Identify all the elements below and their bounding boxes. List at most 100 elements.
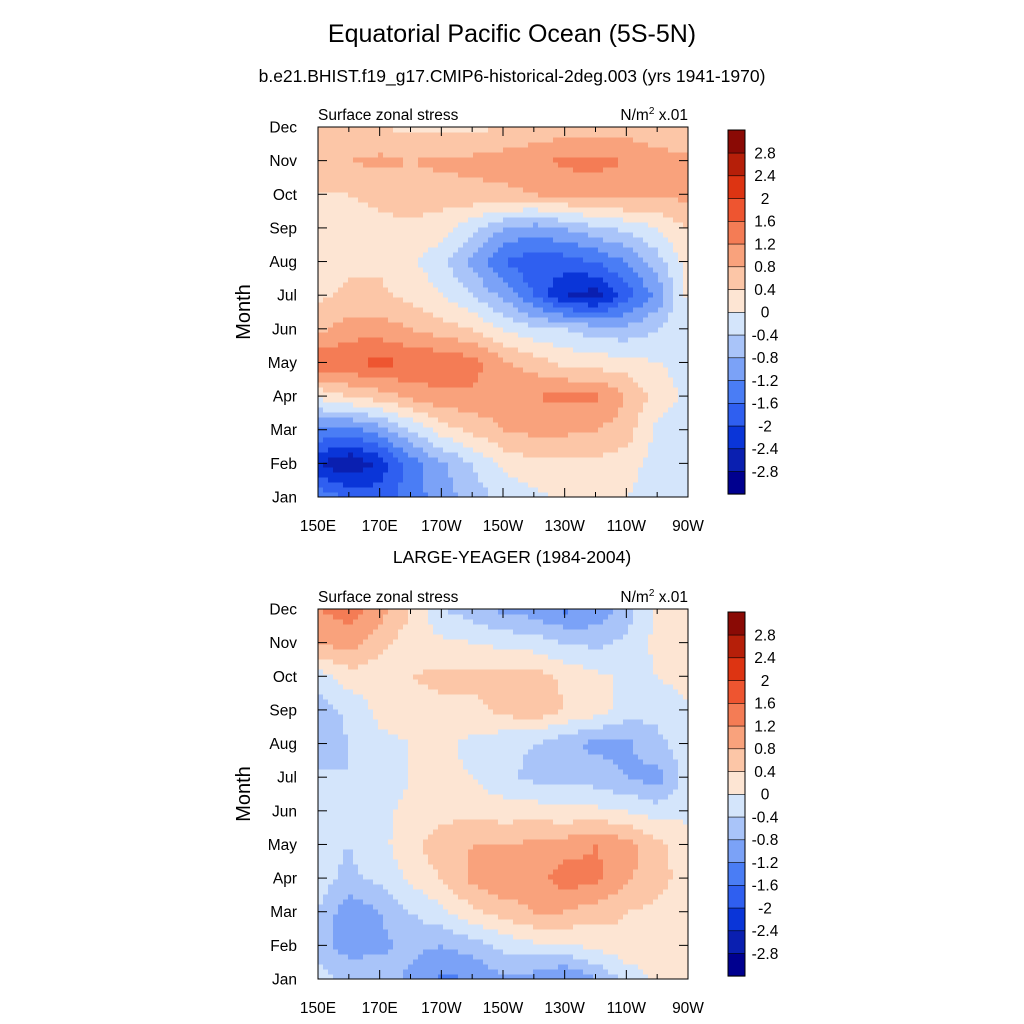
contour-cell <box>373 247 379 253</box>
contour-cell <box>438 132 444 138</box>
contour-cell <box>543 397 549 403</box>
contour-cell <box>383 377 389 383</box>
contour-cell <box>448 177 454 183</box>
contour-cell <box>323 332 329 338</box>
contour-cell <box>378 252 384 258</box>
contour-cell <box>633 182 639 188</box>
contour-cell <box>468 162 474 168</box>
contour-cell <box>523 157 529 163</box>
contour-cell <box>558 157 564 163</box>
contour-cell <box>613 272 619 278</box>
contour-cell <box>583 492 589 498</box>
contour-cell <box>618 132 624 138</box>
contour-cell <box>333 302 339 308</box>
contour-cell <box>573 327 579 333</box>
contour-cell <box>533 192 539 198</box>
contour-cell <box>368 427 374 433</box>
contour-cell <box>618 302 624 308</box>
contour-cell <box>628 197 634 203</box>
contour-cell <box>628 327 634 333</box>
contour-cell <box>523 457 529 463</box>
contour-cell <box>388 342 394 348</box>
contour-cell <box>383 207 389 213</box>
contour-cell <box>448 247 454 253</box>
contour-cell <box>453 352 459 358</box>
contour-cell <box>458 452 464 458</box>
contour-cell <box>468 132 474 138</box>
contour-cell <box>483 132 489 138</box>
contour-cell <box>348 137 354 143</box>
contour-cell <box>408 332 414 338</box>
contour-cell <box>393 397 399 403</box>
contour-cell <box>538 462 544 468</box>
contour-cell <box>518 477 524 483</box>
contour-cell <box>548 362 554 368</box>
contour-cell <box>343 217 349 223</box>
contour-cell <box>343 387 349 393</box>
contour-cell <box>338 422 344 428</box>
contour-cell <box>573 462 579 468</box>
contour-cell <box>618 127 624 133</box>
contour-cell <box>498 377 504 383</box>
contour-cell <box>398 287 404 293</box>
contour-cell <box>618 307 624 313</box>
contour-cell <box>458 402 464 408</box>
contour-cell <box>628 302 634 308</box>
contour-cell <box>338 212 344 218</box>
contour-cell <box>528 352 534 358</box>
contour-cell <box>468 367 474 373</box>
contour-cell <box>338 322 344 328</box>
contour-cell <box>373 282 379 288</box>
contour-cell <box>518 392 524 398</box>
contour-cell <box>398 197 404 203</box>
contour-cell <box>443 197 449 203</box>
contour-cell <box>403 132 409 138</box>
contour-cell <box>648 362 654 368</box>
contour-cell <box>628 487 634 493</box>
contour-cell <box>383 297 389 303</box>
contour-cell <box>408 372 414 378</box>
contour-cell <box>388 352 394 358</box>
contour-cell <box>448 337 454 343</box>
contour-cell <box>558 427 564 433</box>
contour-cell <box>613 147 619 153</box>
contour-cell <box>338 407 344 413</box>
contour-cell <box>583 412 589 418</box>
contour-cell <box>343 382 349 388</box>
contour-cell <box>538 327 544 333</box>
contour-cell <box>393 182 399 188</box>
contour-cell <box>358 267 364 273</box>
contour-cell <box>368 417 374 423</box>
contour-cell <box>643 252 649 258</box>
contour-cell <box>433 247 439 253</box>
contour-cell <box>403 422 409 428</box>
contour-cell <box>438 152 444 158</box>
contour-cell <box>528 287 534 293</box>
contour-cell <box>533 442 539 448</box>
contour-cell <box>373 252 379 258</box>
contour-cell <box>423 197 429 203</box>
contour-cell <box>333 422 339 428</box>
contour-cell <box>588 462 594 468</box>
contour-cell <box>373 472 379 478</box>
contour-cell <box>358 387 364 393</box>
contour-cell <box>548 247 554 253</box>
contour-cell <box>388 187 394 193</box>
contour-cell <box>623 317 629 323</box>
contour-cell <box>578 407 584 413</box>
contour-cell <box>488 192 494 198</box>
contour-cell <box>353 137 359 143</box>
contour-cell <box>633 362 639 368</box>
contour-cell <box>383 162 389 168</box>
contour-cell <box>523 142 529 148</box>
contour-cell <box>403 347 409 353</box>
contour-cell <box>603 417 609 423</box>
contour-cell <box>428 307 434 313</box>
contour-cell <box>608 392 614 398</box>
contour-cell <box>638 277 644 283</box>
contour-cell <box>633 377 639 383</box>
contour-cell <box>473 197 479 203</box>
contour-cell <box>558 192 564 198</box>
contour-cell <box>518 282 524 288</box>
